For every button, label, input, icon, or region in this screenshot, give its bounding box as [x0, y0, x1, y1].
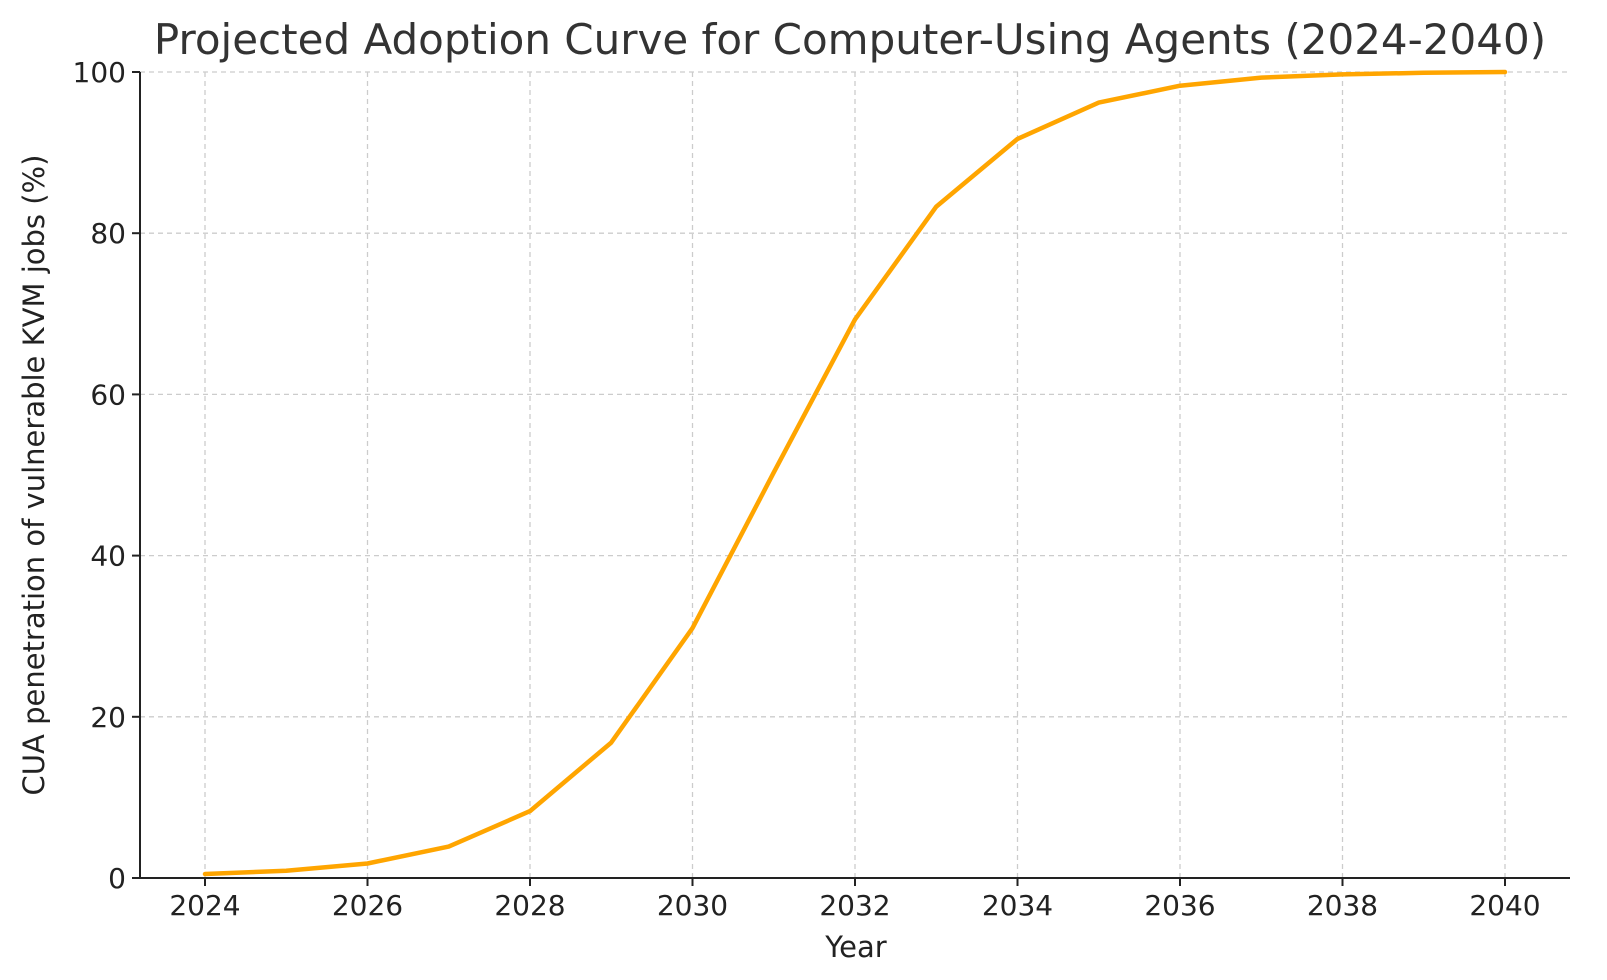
- y-tick-label-40: 40: [90, 540, 126, 573]
- series-line-0: [202, 69, 1508, 877]
- x-tick-label-2040: 2040: [1469, 889, 1540, 922]
- x-tick-label-2024: 2024: [169, 889, 240, 922]
- x-tick-label-2038: 2038: [1307, 889, 1378, 922]
- y-tick-label-60: 60: [90, 378, 126, 411]
- y-tick-label-80: 80: [90, 217, 126, 250]
- x-tick-label-2026: 2026: [332, 889, 403, 922]
- y-tick-label-100: 100: [73, 56, 126, 89]
- x-tick-label-2028: 2028: [494, 889, 565, 922]
- x-tick-label-2036: 2036: [1144, 889, 1215, 922]
- y-tick-label-0: 0: [108, 862, 126, 895]
- x-tick-label-2034: 2034: [982, 889, 1053, 922]
- ticks: 2024 2026 2028 2030 2032 2034 2036 2038 20400204…: [73, 56, 1541, 922]
- x-axis-label: Year: [824, 930, 886, 964]
- x-tick-label-2030: 2030: [657, 889, 728, 922]
- y-axis-label: CUA penetration of vulnerable KVM jobs (…: [17, 155, 51, 796]
- chart-title: Projected Adoption Curve for Computer-Us…: [154, 15, 1546, 64]
- x-tick-label-2032: 2032: [819, 889, 890, 922]
- series-layer: [202, 69, 1508, 877]
- y-tick-label-20: 20: [90, 701, 126, 734]
- grid: [140, 71, 1570, 879]
